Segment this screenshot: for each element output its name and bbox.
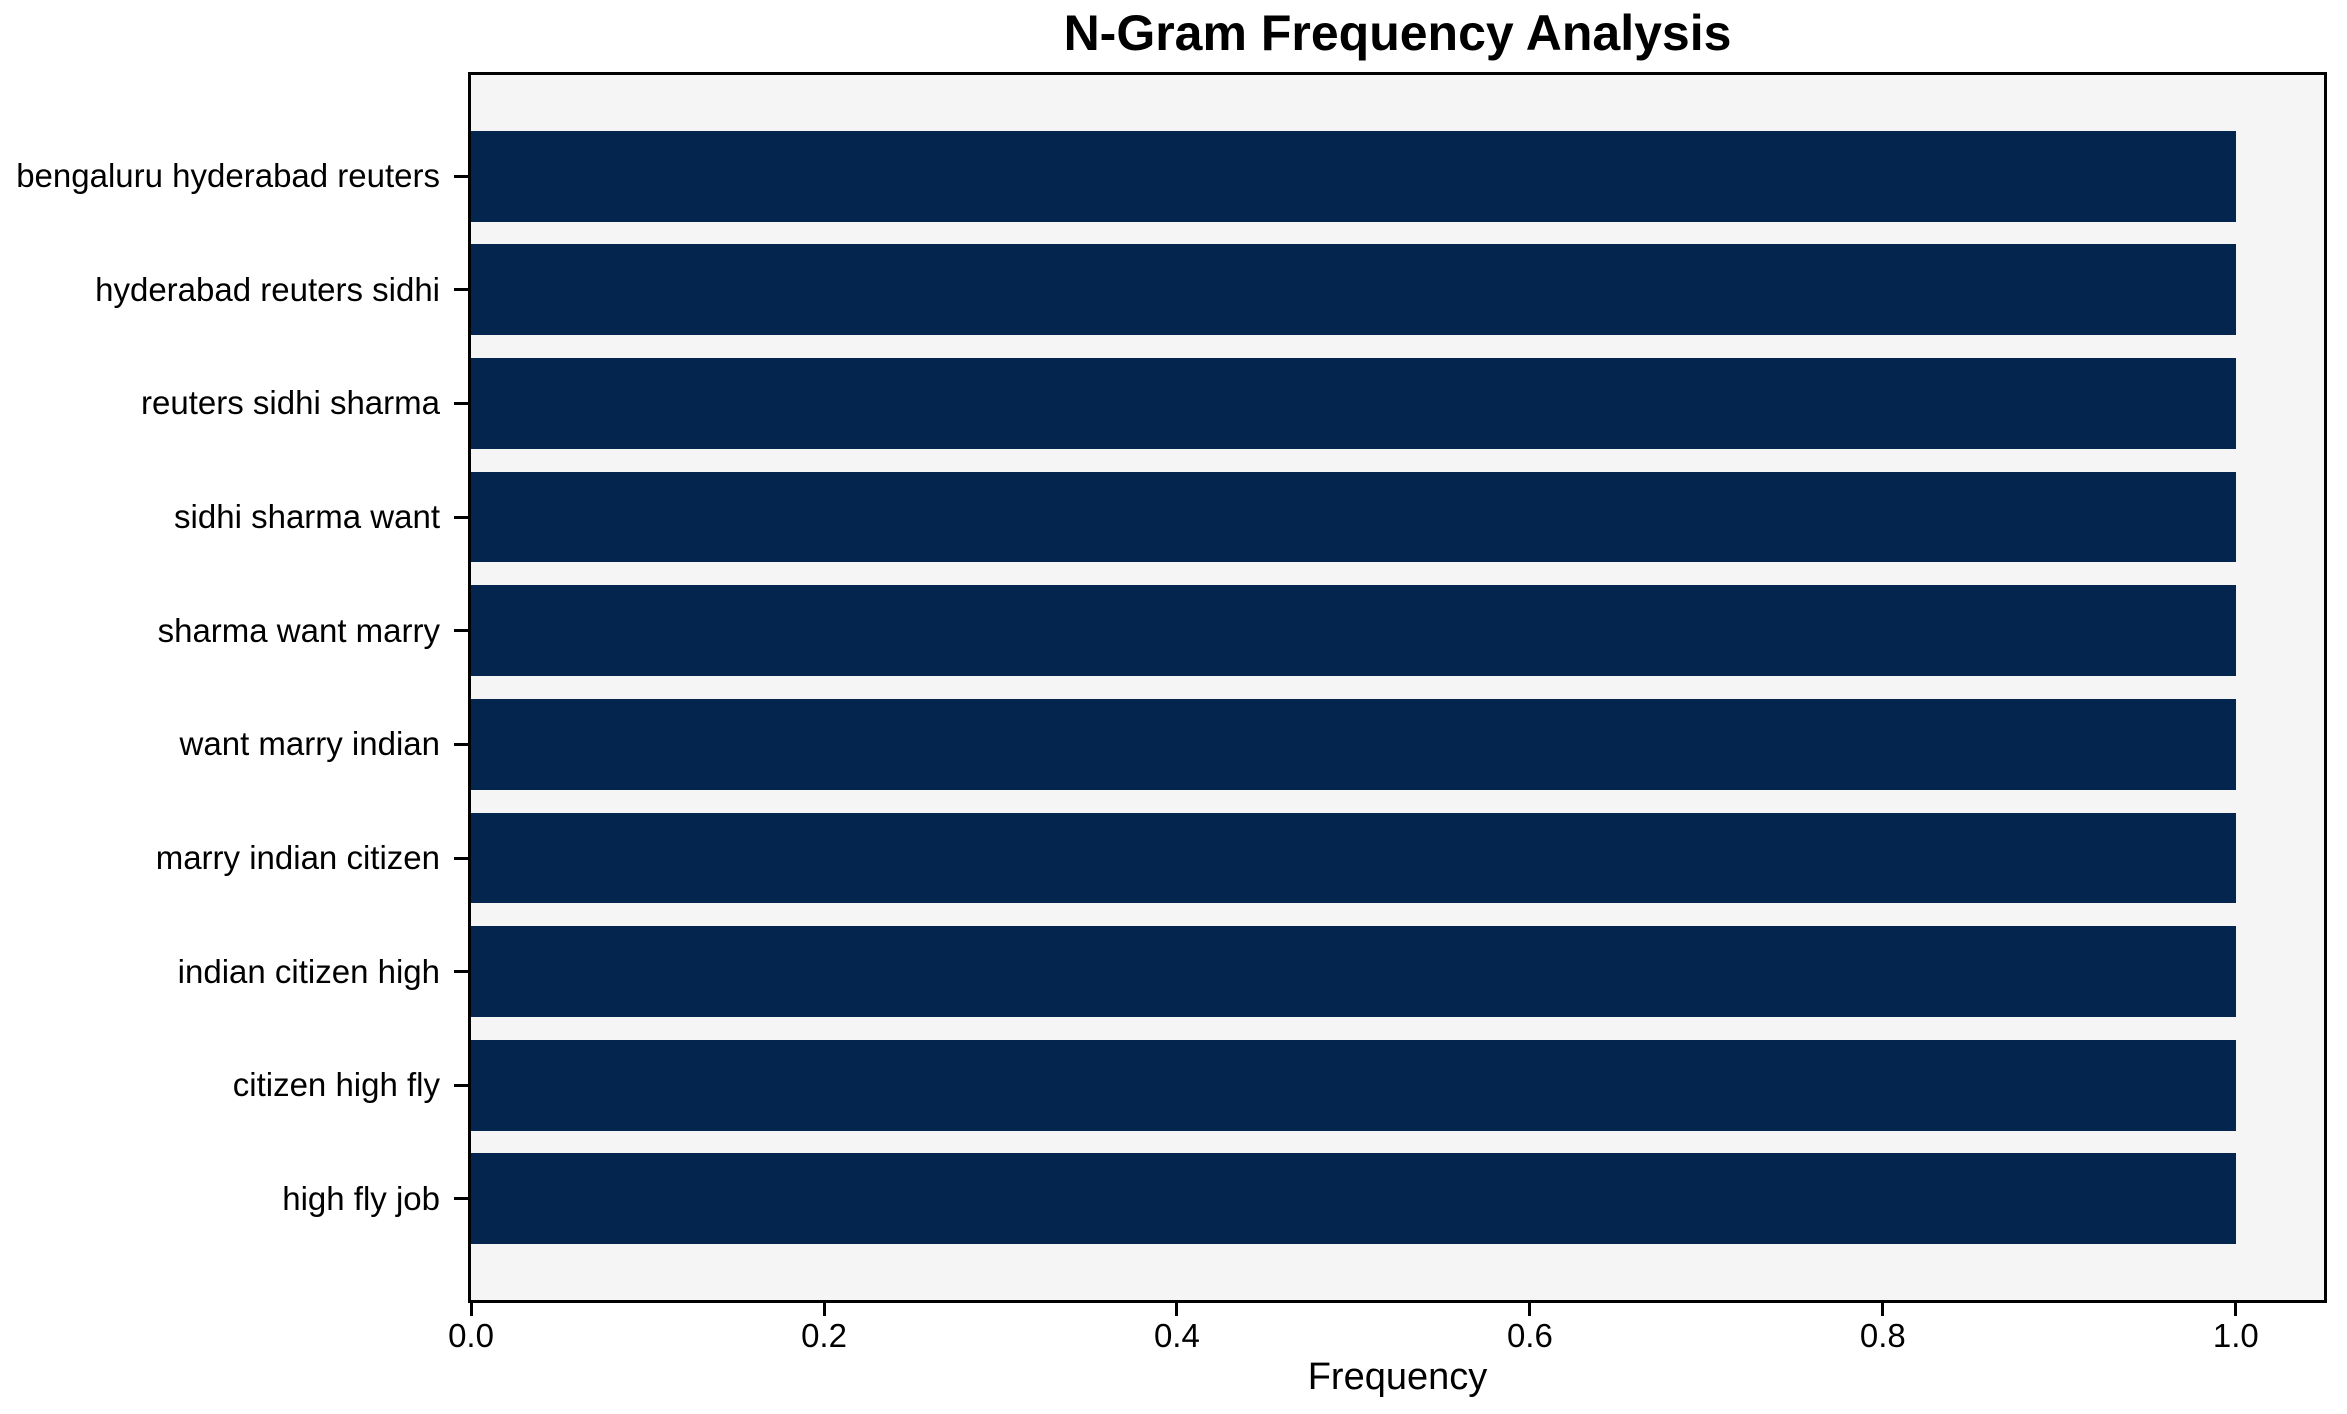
bar (471, 358, 2236, 449)
plot-area (468, 72, 2327, 1303)
x-tick-label: 0.6 (1506, 1317, 1553, 1354)
bar (471, 1153, 2236, 1245)
bar (471, 926, 2236, 1017)
x-tick-mark (2234, 1303, 2238, 1316)
y-tick-mark (454, 1197, 468, 1201)
bar (471, 471, 2236, 563)
y-tick-label: want marry indian (179, 725, 440, 763)
x-tick-mark (1528, 1303, 1532, 1316)
chart-title: N-Gram Frequency Analysis (1063, 5, 1732, 61)
y-tick-mark (454, 970, 468, 974)
y-tick-mark (454, 1083, 468, 1087)
y-tick-label: hyderabad reuters sidhi (95, 270, 440, 308)
y-tick-label: sidhi sharma want (174, 498, 440, 535)
y-tick-label: reuters sidhi sharma (141, 384, 440, 422)
x-tick-label: 0.0 (448, 1317, 494, 1354)
y-tick-label: bengaluru hyderabad reuters (16, 157, 440, 195)
y-tick-mark (454, 742, 468, 746)
x-tick-label: 0.2 (801, 1317, 847, 1354)
bars-container (471, 75, 2324, 1300)
y-tick-mark (454, 515, 468, 519)
y-tick-label: marry indian citizen (155, 839, 440, 876)
x-axis-label: Frequency (1307, 1356, 1488, 1398)
y-tick-mark (454, 401, 468, 405)
bar (471, 1039, 2236, 1131)
bar (471, 812, 2236, 904)
y-tick-mark (454, 629, 468, 633)
x-tick-mark (822, 1303, 826, 1316)
y-tick-label: indian citizen high (177, 952, 440, 990)
y-tick-mark (454, 856, 468, 860)
x-tick-label: 0.4 (1153, 1317, 1200, 1354)
bar (471, 698, 2236, 790)
x-tick-label: 1.0 (2212, 1317, 2259, 1354)
y-tick-label: sharma want marry (157, 611, 440, 649)
bar (471, 244, 2236, 336)
bar (471, 585, 2236, 677)
x-tick-mark (1175, 1303, 1179, 1316)
y-tick-mark (454, 288, 468, 292)
y-tick-label: citizen high fly (232, 1066, 440, 1104)
y-tick-mark (454, 174, 468, 178)
x-tick-mark (469, 1303, 473, 1316)
bar (471, 130, 2236, 222)
x-tick-label: 0.8 (1859, 1317, 1906, 1354)
y-tick-label: high fly job (282, 1179, 440, 1217)
x-tick-mark (1881, 1303, 1885, 1316)
